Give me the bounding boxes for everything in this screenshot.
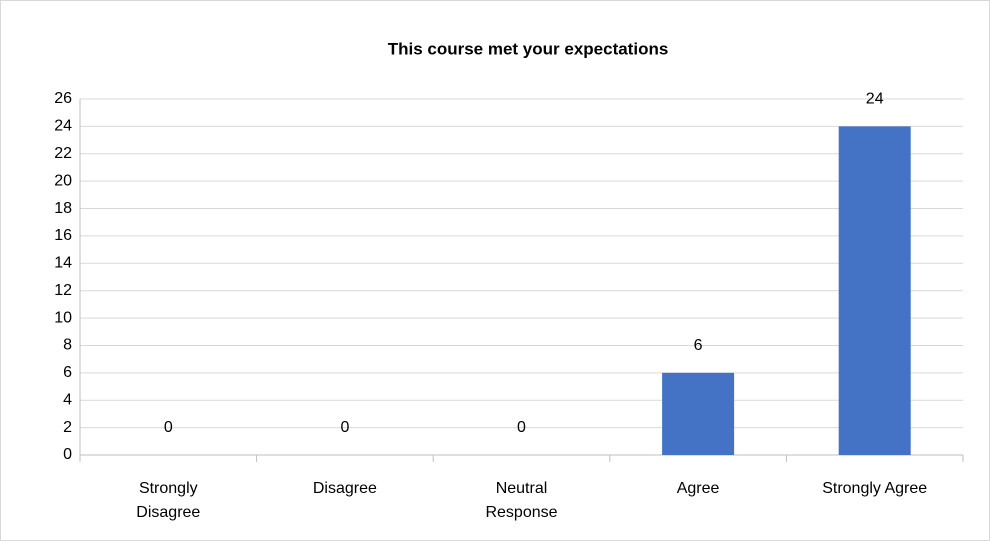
y-tick-label: 0 [63,446,72,463]
x-tick-label: Strongly Disagree [136,480,201,521]
y-tick-label: 14 [54,255,72,272]
data-label: 0 [340,419,349,436]
bar [662,372,735,455]
y-tick-label: 8 [63,337,72,354]
x-tick-label: Agree [676,480,720,497]
y-tick-label: 6 [63,364,72,381]
data-label: 6 [694,337,703,354]
y-tick-label: 20 [54,172,72,189]
data-label: 0 [517,419,526,436]
bar [838,126,911,455]
y-tick-label: 4 [63,391,72,408]
y-tick-label: 10 [54,309,72,326]
y-tick-label: 18 [54,200,72,217]
x-tick-label: Disagree [312,480,377,497]
y-tick-label: 12 [54,282,72,299]
y-tick-label: 26 [54,90,72,107]
y-tick-label: 24 [54,118,72,135]
chart-title: This course met your expectations [388,39,669,58]
y-tick-label: 2 [63,419,72,436]
x-tick-label: Strongly Agree [822,480,928,497]
y-tick-label: 16 [54,227,72,244]
data-label: 24 [866,91,884,108]
x-tick-label: Neutral Response [485,480,558,521]
y-tick-label: 22 [54,145,72,162]
data-label: 0 [164,419,173,436]
